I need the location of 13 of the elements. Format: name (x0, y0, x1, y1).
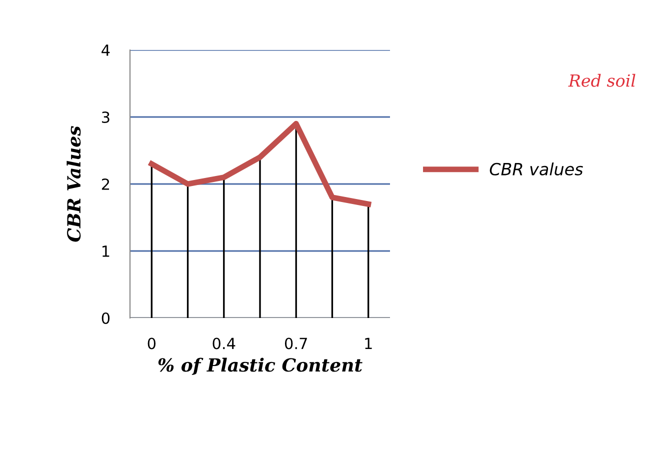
y-tick-label: 2 (102, 178, 110, 190)
y-tick-label: 4 (102, 44, 110, 56)
x-tick-label: 0.4 (212, 338, 236, 350)
x-tick-label: 1 (365, 338, 372, 350)
text: Red soil (568, 74, 636, 87)
y-tick-label: 0 (102, 312, 110, 324)
y-tick-label: 3 (102, 111, 110, 124)
x-tick-label: 0 (148, 338, 156, 350)
legend-label: CBR values (490, 162, 583, 176)
x-tick-label: 0.7 (284, 338, 307, 350)
y-tick-label: 1 (102, 246, 110, 257)
y-axis-title: CBR Values (66, 126, 81, 242)
x-axis-title: % of Plastic Content (158, 358, 362, 375)
